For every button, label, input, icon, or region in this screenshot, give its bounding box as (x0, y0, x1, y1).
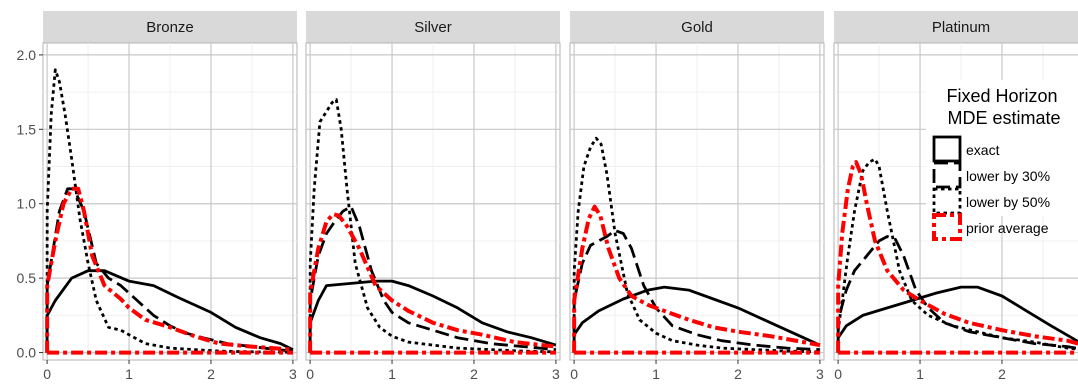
facet-strip (834, 11, 1078, 43)
series-line-exact (45, 269, 294, 353)
x-tick-label: 2 (998, 366, 1006, 382)
y-tick-label: 1.5 (17, 121, 37, 137)
panel-silver: Silver 0 1 2 3 (305, 11, 561, 382)
x-tick-label: 1 (916, 366, 924, 382)
legend-background (926, 80, 1078, 216)
facet-strip (570, 11, 824, 43)
x-tick-label: 0 (570, 366, 578, 382)
series-line-lower-by-50- (836, 157, 1078, 353)
series-line-lower-by-50- (308, 98, 556, 354)
x-tick-label: 2 (734, 366, 742, 382)
series-line-lower-by-30- (308, 205, 557, 353)
series-line-prior-average (836, 160, 1078, 353)
series-line-lower-by-50- (45, 68, 293, 354)
legend-label: lower by 30% (966, 168, 1050, 184)
x-tick-label: 1 (652, 366, 660, 382)
legend-label: exact (966, 142, 1000, 158)
series-line-prior-average (572, 204, 821, 353)
y-tick-label: 1.0 (17, 196, 37, 212)
series-line-exact (308, 279, 557, 353)
x-tick-label: 2 (470, 366, 478, 382)
y-tick-label: 0.5 (17, 270, 37, 286)
facet-label: Platinum (932, 19, 990, 36)
y-tick-label: 0.0 (17, 345, 37, 361)
legend-title: MDE estimate (947, 108, 1060, 128)
x-tick-label: 1 (388, 366, 396, 382)
x-tick-label: 0 (306, 366, 314, 382)
series-group (45, 68, 294, 355)
legend-key-exact (932, 135, 962, 163)
x-tick-label: 1 (125, 366, 133, 382)
legend-key-lower-by-30- (932, 161, 962, 189)
series-line-lower-by-30- (836, 235, 1078, 353)
x-tick-label: 0 (43, 366, 51, 382)
legend-label: prior average (966, 220, 1049, 236)
series-group (572, 136, 821, 355)
series-line-lower-by-30- (572, 229, 820, 353)
x-tick-label: 0 (834, 366, 842, 382)
facet-strip (306, 11, 560, 43)
panel-gold: Gold 0 1 2 3 (569, 11, 825, 382)
legend-title: Fixed Horizon (946, 86, 1057, 106)
series-group (836, 157, 1078, 355)
legend-key-prior-average (932, 213, 962, 241)
y-tick-label: 2.0 (17, 47, 37, 63)
facet-label: Bronze (146, 19, 194, 36)
series-line-exact (572, 285, 821, 353)
series-group (308, 98, 557, 355)
facet-strip (43, 11, 297, 43)
facet-label: Silver (414, 19, 452, 36)
series-line-lower-by-50- (572, 136, 820, 354)
x-tick-label: 3 (289, 366, 297, 382)
series-line-prior-average (45, 186, 294, 353)
panel-bronze: Bronze 0 1 2 3 0.0 0.5 1.0 1.5 2.0 (17, 11, 298, 382)
x-tick-label: 2 (207, 366, 215, 382)
x-tick-label: 3 (816, 366, 824, 382)
facet-label: Gold (681, 19, 713, 36)
legend-label: lower by 50% (966, 194, 1050, 210)
legend-key-lower-by-50- (932, 187, 962, 215)
x-tick-label: 3 (552, 366, 560, 382)
series-line-exact (836, 285, 1078, 353)
